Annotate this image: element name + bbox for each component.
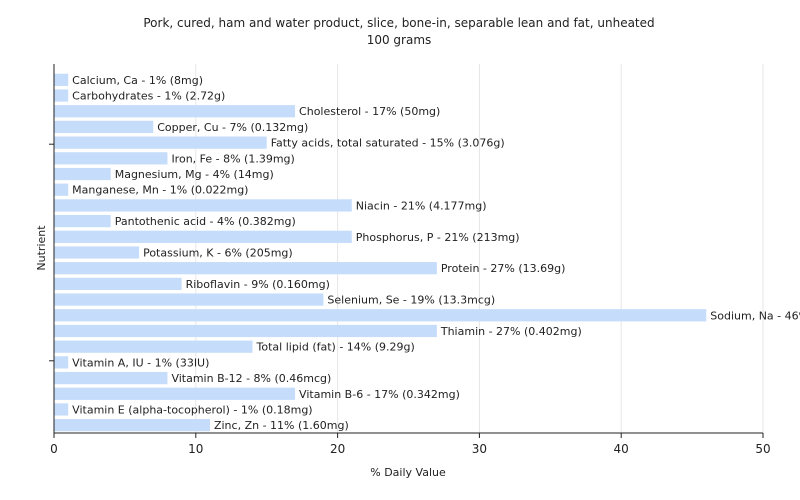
bar	[54, 403, 69, 416]
axes: 0 10 20 30 40 50	[49, 64, 771, 456]
x-tick-label: 50	[755, 442, 770, 456]
gridlines	[195, 64, 764, 433]
bar-label: Vitamin B-6 - 17% (0.342mg)	[299, 388, 460, 401]
x-tick-label: 40	[614, 442, 629, 456]
bar-label: Copper, Cu - 7% (0.132mg)	[157, 121, 308, 134]
bar-label: Total lipid (fat) - 14% (9.29g)	[256, 341, 415, 354]
x-axis-label: % Daily Value	[370, 466, 446, 479]
bar	[54, 89, 69, 102]
chart-title: Pork, cured, ham and water product, slic…	[143, 16, 654, 30]
x-tick-label: 10	[188, 442, 203, 456]
x-tick-label: 30	[472, 442, 487, 456]
bar	[54, 262, 437, 275]
bar	[54, 356, 69, 369]
bar	[54, 309, 707, 322]
bar-label: Cholesterol - 17% (50mg)	[299, 105, 440, 118]
bar	[54, 199, 352, 212]
bar-label: Zinc, Zn - 11% (1.60mg)	[214, 419, 349, 432]
bars: Calcium, Ca - 1% (8mg) Carbohydrates - 1%…	[54, 73, 800, 432]
bar-label: Potassium, K - 6% (205mg)	[143, 247, 293, 260]
bar-label: Manganese, Mn - 1% (0.022mg)	[72, 184, 248, 197]
chart-subtitle: 100 grams	[367, 33, 432, 47]
bar	[54, 214, 111, 228]
bar	[54, 105, 296, 118]
bar	[54, 371, 168, 385]
bar	[54, 230, 352, 243]
bar-label: Vitamin A, IU - 1% (33IU)	[72, 356, 209, 369]
bar-label: Niacin - 21% (4.177mg)	[356, 199, 487, 212]
bar	[54, 387, 296, 400]
bar-label: Magnesium, Mg - 4% (14mg)	[115, 168, 274, 181]
bar	[54, 293, 324, 306]
bar	[54, 167, 111, 181]
bar-label: Thiamin - 27% (0.402mg)	[440, 325, 582, 338]
bar	[54, 246, 140, 259]
bar-label: Fatty acids, total saturated - 15% (3.07…	[271, 137, 505, 150]
bar	[54, 419, 210, 432]
bar	[54, 73, 69, 86]
bar	[54, 277, 182, 291]
bar-label: Riboflavin - 9% (0.160mg)	[186, 278, 330, 291]
bar-label: Pantothenic acid - 4% (0.382mg)	[115, 215, 296, 228]
bar-label: Protein - 27% (13.69g)	[441, 262, 566, 275]
bar-label: Iron, Fe - 8% (1.39mg)	[171, 152, 294, 165]
bar	[54, 183, 69, 196]
bar	[54, 152, 168, 165]
y-axis-label: Nutrient	[35, 225, 48, 271]
x-tick-label: 20	[330, 442, 345, 456]
bar-label: Vitamin B-12 - 8% (0.46mcg)	[171, 372, 331, 385]
bar-label: Vitamin E (alpha-tocopherol) - 1% (0.18m…	[72, 403, 312, 416]
bar	[54, 340, 253, 353]
bar-label: Sodium, Na - 46% (1099mg)	[710, 309, 800, 322]
bar-label: Selenium, Se - 19% (13.3mcg)	[327, 294, 495, 307]
bar-label: Carbohydrates - 1% (2.72g)	[72, 90, 225, 103]
bar	[54, 120, 154, 134]
bar-label: Phosphorus, P - 21% (213mg)	[356, 231, 520, 244]
bar-label: Calcium, Ca - 1% (8mg)	[72, 74, 203, 87]
x-tick-label: 0	[50, 442, 58, 456]
bar	[54, 136, 267, 149]
bar	[54, 324, 437, 338]
